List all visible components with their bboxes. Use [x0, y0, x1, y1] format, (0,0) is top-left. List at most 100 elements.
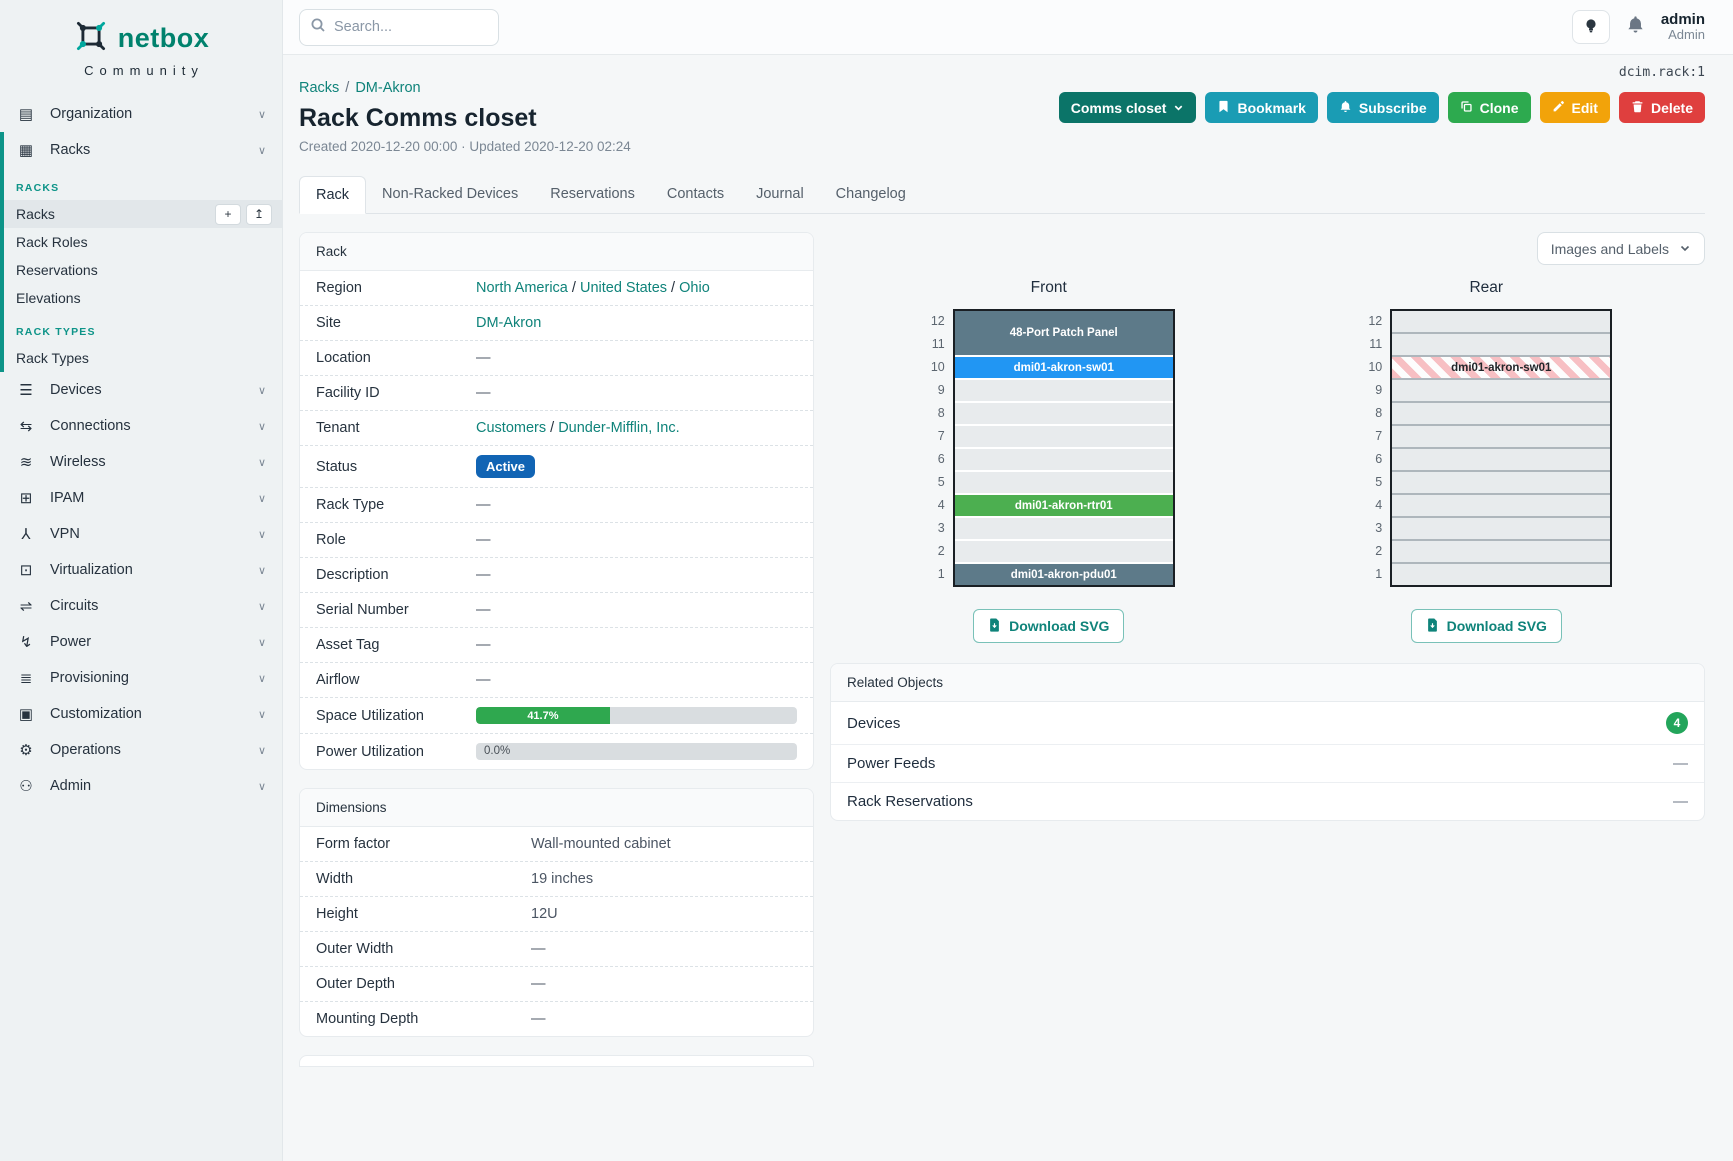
chevron-down-icon: [1173, 100, 1184, 116]
download-svg-button-rear[interactable]: Download SVG: [1410, 609, 1562, 643]
rack-group-dropdown-button[interactable]: Comms closet: [1058, 92, 1197, 123]
user-menu[interactable]: admin Admin: [1661, 11, 1705, 43]
breadcrumb-link-dm-akron[interactable]: DM-Akron: [355, 80, 421, 96]
sidebar-group-operations[interactable]: ⚙ Operations ∨: [0, 732, 282, 768]
rack-unit-empty: [1392, 449, 1611, 470]
attribute-row-status: Status Active: [300, 445, 813, 487]
link-separator: /: [546, 420, 559, 436]
sidebar-item-racks[interactable]: Racks + ↥: [4, 200, 282, 228]
unit-number: 5: [1375, 475, 1383, 489]
dimension-value: 12U: [531, 906, 558, 922]
sidebar-group-ipam[interactable]: ⊞ IPAM ∨: [0, 480, 282, 516]
unit-number: 3: [1375, 521, 1383, 535]
tab-changelog[interactable]: Changelog: [835, 186, 906, 202]
search-box[interactable]: [299, 8, 521, 46]
dimension-row-width: Width 19 inches: [300, 861, 813, 896]
delete-button[interactable]: Delete: [1618, 92, 1705, 123]
unit-number: 8: [1375, 406, 1383, 420]
dimension-row-form-factor: Form factor Wall-mounted cabinet: [300, 827, 813, 861]
breadcrumb-link-racks[interactable]: Racks: [299, 80, 340, 96]
attribute-row-region: Region North America / United States / Oh…: [300, 271, 813, 305]
sidebar-item-elevations[interactable]: Elevations: [4, 284, 282, 312]
dimension-label: Outer Depth: [316, 976, 395, 992]
sidebar-group-racks[interactable]: ▦ Racks ∨: [4, 132, 282, 168]
subscribe-button[interactable]: Subscribe: [1326, 92, 1439, 123]
sidebar-group-organization[interactable]: ▤ Organization ∨: [0, 96, 282, 132]
bookmark-icon: [1217, 100, 1230, 116]
unit-number: 4: [1375, 498, 1383, 512]
related-row-devices[interactable]: Devices 4: [831, 702, 1704, 744]
rack-unit-empty: [954, 518, 1173, 539]
clone-label: Clone: [1479, 99, 1519, 116]
tab-journal[interactable]: Journal: [756, 186, 804, 202]
rack-unit-dmi01-akron-pdu01[interactable]: dmi01-akron-pdu01: [954, 564, 1173, 585]
sidebar-group-customization[interactable]: ▣ Customization ∨: [0, 696, 282, 732]
unit-number: 7: [937, 429, 945, 443]
link-ohio[interactable]: Ohio: [679, 280, 710, 296]
dimension-label: Outer Width: [316, 941, 394, 957]
bookmark-button[interactable]: Bookmark: [1205, 92, 1318, 123]
wireless-icon: ≋: [19, 454, 33, 471]
add-button[interactable]: +: [215, 203, 241, 225]
related-objects-panel: Related Objects Devices 4 Power Feeds — Rack…: [830, 663, 1705, 821]
netbox-logo[interactable]: netbox: [0, 12, 282, 61]
attribute-row-site: Site DM-Akron: [300, 305, 813, 340]
clone-button[interactable]: Clone: [1447, 92, 1531, 123]
unit-number: 5: [937, 475, 945, 489]
elevation-rear: Rear 12 11 10 9 8 7 6 5 4 3 2 1 dmi01-akron-sw01 Downl…: [1360, 279, 1613, 643]
search-icon: [310, 17, 326, 38]
notifications-bell-icon[interactable]: [1626, 15, 1645, 39]
search-input[interactable]: [334, 19, 521, 35]
sidebar-group-devices[interactable]: ☰ Devices ∨: [0, 372, 282, 408]
sidebar-group-label: Customization: [50, 706, 142, 722]
power-icon: ↯: [19, 634, 33, 651]
rack-unit-dmi01-akron-sw01[interactable]: dmi01-akron-sw01: [1392, 357, 1611, 378]
link-dm-akron[interactable]: DM-Akron: [476, 315, 542, 331]
sidebar-group-admin[interactable]: ⚇ Admin ∨: [0, 768, 282, 804]
sidebar-item-reservations[interactable]: Reservations: [4, 256, 282, 284]
tab-reservations[interactable]: Reservations: [550, 186, 635, 202]
sidebar-group-vpn[interactable]: ⅄ VPN ∨: [0, 516, 282, 552]
unit-numbers: 12 11 10 9 8 7 6 5 4 3 2 1: [923, 309, 945, 585]
provisioning-icon: ≣: [19, 670, 33, 687]
sidebar-group-power[interactable]: ↯ Power ∨: [0, 624, 282, 660]
rack-unit-dmi01-akron-sw01[interactable]: dmi01-akron-sw01: [954, 357, 1173, 378]
attribute-value: Customers / Dunder-Mifflin, Inc.: [476, 420, 797, 436]
sidebar-group-connections[interactable]: ⇆ Connections ∨: [0, 408, 282, 444]
rack-unit-48-port-patch-panel[interactable]: 48-Port Patch Panel: [954, 311, 1173, 355]
attribute-row-asset-tag: Asset Tag —: [300, 627, 813, 662]
link-north-america[interactable]: North America: [476, 280, 568, 296]
file-download-icon: [1426, 617, 1439, 635]
link-dunder-mifflin-inc[interactable]: Dunder-Mifflin, Inc.: [558, 420, 680, 436]
link-customers[interactable]: Customers: [476, 420, 547, 436]
link-united-states[interactable]: United States: [579, 280, 668, 296]
unit-number: 3: [937, 521, 945, 535]
tab-contacts[interactable]: Contacts: [666, 186, 725, 202]
sidebar-group-virtualization[interactable]: ⊡ Virtualization ∨: [0, 552, 282, 588]
related-row-value: —: [1673, 793, 1688, 810]
download-svg-label: Download SVG: [1446, 618, 1547, 634]
sidebar-group-wireless[interactable]: ≋ Wireless ∨: [0, 444, 282, 480]
related-row-power-feeds[interactable]: Power Feeds —: [831, 744, 1704, 782]
import-button[interactable]: ↥: [246, 203, 272, 225]
tab-non-racked-devices[interactable]: Non-Racked Devices: [382, 186, 519, 202]
rack-unit-empty: [954, 380, 1173, 401]
sidebar-group-circuits[interactable]: ⇌ Circuits ∨: [0, 588, 282, 624]
related-row-rack-reservations[interactable]: Rack Reservations —: [831, 782, 1704, 820]
dimension-row-outer-width: Outer Width —: [300, 931, 813, 966]
attribute-label: Site: [316, 315, 341, 331]
download-svg-button-front[interactable]: Download SVG: [973, 609, 1125, 643]
rack-unit-dmi01-akron-rtr01[interactable]: dmi01-akron-rtr01: [954, 495, 1173, 516]
sidebar-group-provisioning[interactable]: ≣ Provisioning ∨: [0, 660, 282, 696]
sidebar-group-label: Operations: [50, 742, 121, 758]
sidebar-item-rack-roles[interactable]: Rack Roles: [4, 228, 282, 256]
rack-diagram: 12 11 10 9 8 7 6 5 4 3 2 1 48-Port Patch Panel dmi01-…: [923, 309, 1175, 587]
chevron-down-icon: ∨: [257, 636, 266, 649]
theme-toggle-button[interactable]: [1571, 10, 1610, 44]
images-and-labels-dropdown[interactable]: Images and Labels: [1536, 232, 1705, 265]
unit-number: 10: [930, 360, 945, 374]
tab-rack[interactable]: Rack: [299, 176, 367, 214]
edit-button[interactable]: Edit: [1539, 92, 1610, 123]
sidebar-item-rack-types[interactable]: Rack Types: [4, 344, 282, 372]
